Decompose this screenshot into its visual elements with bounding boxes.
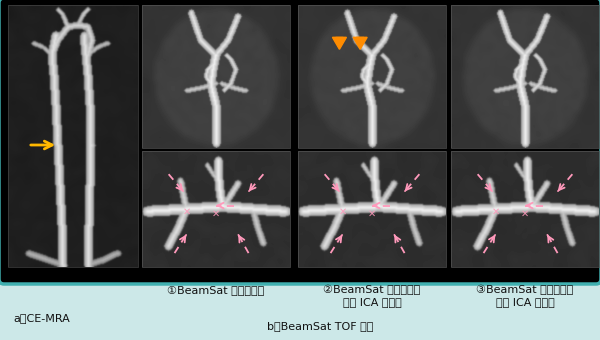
Text: ✕: ✕ bbox=[212, 209, 220, 219]
Text: b：BeamSat TOF 画像: b：BeamSat TOF 画像 bbox=[267, 321, 373, 331]
Text: ②BeamSat パルスあり
（右 ICA 抑制）: ②BeamSat パルスあり （右 ICA 抑制） bbox=[323, 285, 421, 307]
Bar bbox=[298, 5, 446, 148]
Text: ✕: ✕ bbox=[368, 209, 376, 219]
Bar bbox=[298, 151, 446, 267]
Polygon shape bbox=[332, 37, 346, 49]
Polygon shape bbox=[353, 37, 367, 49]
Bar bbox=[142, 151, 290, 267]
Bar bbox=[8, 5, 138, 267]
Text: ①BeamSat パルスなし: ①BeamSat パルスなし bbox=[167, 285, 265, 295]
Text: ✕: ✕ bbox=[521, 209, 529, 219]
Text: ③BeamSat パルスあり
（左 ICA 抑制）: ③BeamSat パルスあり （左 ICA 抑制） bbox=[476, 285, 574, 307]
Bar bbox=[451, 151, 599, 267]
Text: ✕: ✕ bbox=[182, 206, 190, 216]
Bar bbox=[451, 5, 599, 148]
Text: a：CE-MRA: a：CE-MRA bbox=[14, 313, 70, 323]
Text: ✕: ✕ bbox=[338, 206, 346, 216]
Text: ✕: ✕ bbox=[491, 206, 499, 216]
Bar bbox=[142, 5, 290, 148]
FancyBboxPatch shape bbox=[0, 0, 600, 284]
